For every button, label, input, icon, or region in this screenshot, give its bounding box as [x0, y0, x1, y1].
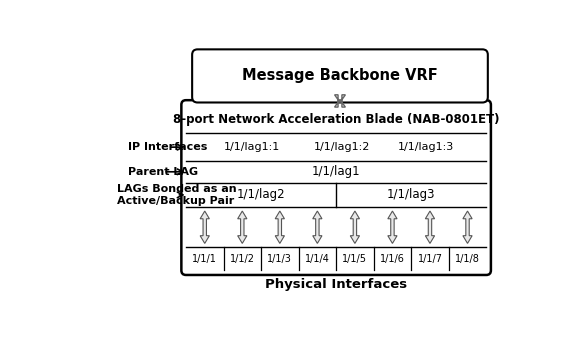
Polygon shape — [312, 211, 322, 243]
Polygon shape — [388, 211, 397, 243]
Text: LAGs Bonded as an
Active/Backup Pair: LAGs Bonded as an Active/Backup Pair — [117, 184, 236, 206]
Text: 1/1/1: 1/1/1 — [192, 254, 217, 264]
Text: Physical Interfaces: Physical Interfaces — [265, 278, 407, 291]
Text: 1/1/3: 1/1/3 — [268, 254, 292, 264]
FancyBboxPatch shape — [192, 49, 488, 103]
Text: 1/1/2: 1/1/2 — [230, 254, 255, 264]
Text: 1/1/lag3: 1/1/lag3 — [387, 188, 436, 201]
Polygon shape — [350, 211, 360, 243]
Text: Message Backbone VRF: Message Backbone VRF — [242, 68, 438, 84]
Polygon shape — [238, 211, 247, 243]
Text: 8-port Network Acceleration Blade (NAB-0801ET): 8-port Network Acceleration Blade (NAB-0… — [173, 113, 500, 126]
Text: 1/1/lag1:3: 1/1/lag1:3 — [398, 142, 454, 152]
Text: IP Interfaces: IP Interfaces — [128, 142, 208, 152]
Text: 1/1/lag1: 1/1/lag1 — [312, 165, 360, 178]
Text: Parent LAG: Parent LAG — [128, 167, 198, 177]
Text: 1/1/lag1:1: 1/1/lag1:1 — [224, 142, 280, 152]
FancyBboxPatch shape — [181, 100, 491, 275]
Polygon shape — [335, 95, 345, 107]
Polygon shape — [200, 211, 209, 243]
Text: 1/1/lag1:2: 1/1/lag1:2 — [314, 142, 370, 152]
Polygon shape — [275, 211, 285, 243]
Polygon shape — [463, 211, 472, 243]
Text: 1/1/5: 1/1/5 — [342, 254, 367, 264]
Text: 1/1/8: 1/1/8 — [455, 254, 480, 264]
Text: 1/1/6: 1/1/6 — [380, 254, 405, 264]
Text: 1/1/7: 1/1/7 — [417, 254, 442, 264]
Text: 1/1/4: 1/1/4 — [305, 254, 330, 264]
Polygon shape — [426, 211, 434, 243]
Text: 1/1/lag2: 1/1/lag2 — [237, 188, 285, 201]
